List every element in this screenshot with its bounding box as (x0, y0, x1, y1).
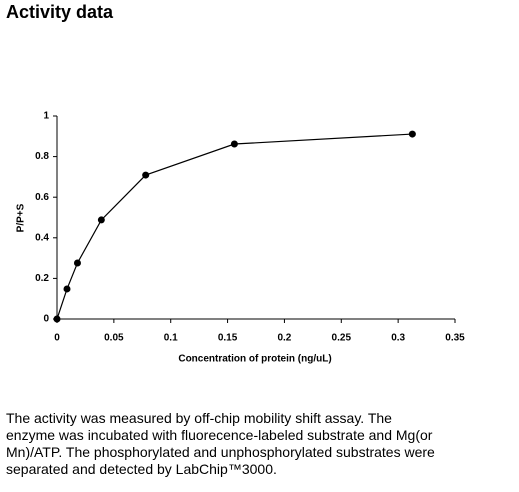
y-tick-label: 0.8 (35, 151, 49, 162)
x-tick-label: 0.25 (332, 333, 352, 344)
y-axis-label: P/P+S (16, 203, 27, 232)
y-tick-label: 1 (43, 111, 49, 122)
y-tick-label: 0 (43, 314, 49, 325)
text-line: separated and detected by LabChip™3000. (6, 461, 277, 477)
section-title: Activity data (6, 2, 114, 22)
data-point (142, 171, 150, 179)
text-line: Mn)/ATP. The phosphorylated and unphosph… (6, 444, 435, 460)
x-tick-label: 0.2 (277, 333, 291, 344)
x-axis-label: Concentration of protein (ng/uL) (178, 354, 331, 365)
y-tick-label: 0.4 (35, 232, 49, 243)
x-tick-label: 0 (54, 333, 60, 344)
chart: Concentration of protein (ng/uL) P/P+S 0… (16, 111, 466, 365)
data-line (56, 133, 413, 320)
description: The activity was measured by off-chip mo… (6, 410, 516, 478)
x-tick-label: 0.15 (218, 333, 238, 344)
x-tick-label: 0.05 (104, 333, 124, 344)
data-point (97, 216, 105, 224)
data-point (73, 259, 81, 267)
x-tick-label: 0.35 (445, 333, 465, 344)
x-tick-label: 0.3 (391, 333, 405, 344)
data-point (63, 285, 71, 293)
y-tick-label: 0.2 (35, 273, 49, 284)
text-line: enzyme was incubated with fluorecence-la… (6, 427, 433, 443)
data-point (408, 130, 416, 138)
x-tick-label: 0.1 (164, 333, 178, 344)
data-point (230, 140, 238, 148)
data-point (53, 315, 61, 323)
y-tick-label: 0.6 (35, 192, 49, 203)
text-line: The activity was measured by off-chip mo… (6, 410, 392, 426)
